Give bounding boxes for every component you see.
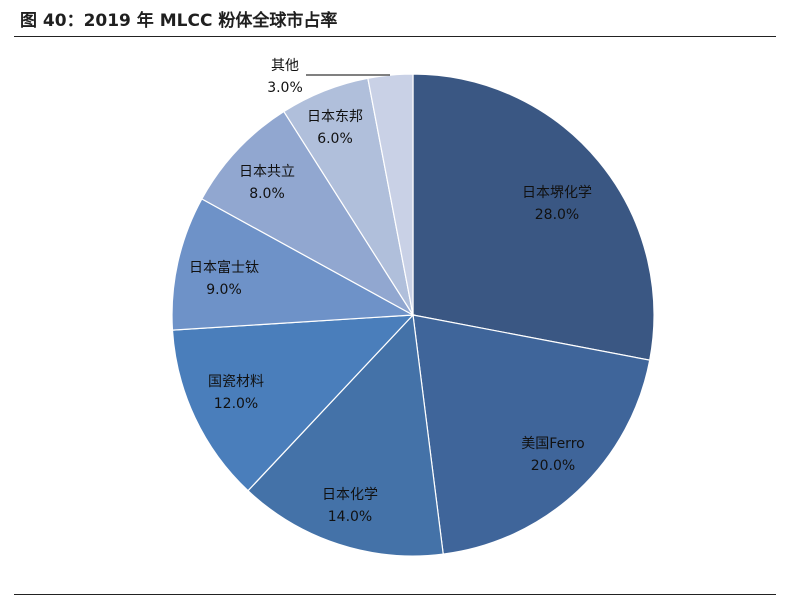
slice-name-label-2: 美国Ferro	[521, 436, 584, 452]
slice-name-label-1: 日本堺化学	[522, 185, 592, 201]
slice-value-label-5: 9.0%	[206, 282, 242, 298]
pie-slice-6	[200, 110, 414, 316]
pie-slices	[171, 73, 655, 557]
slice-value-label-6: 8.0%	[249, 186, 285, 202]
pie-slice-4	[171, 314, 415, 492]
slice-value-label-4: 12.0%	[214, 396, 258, 412]
slice-name-label-6: 日本共立	[239, 164, 295, 180]
pie-slice-1	[412, 73, 655, 361]
pie-slice-3	[247, 313, 444, 557]
slice-name-label-8: 其他	[271, 58, 299, 74]
slice-value-label-7: 6.0%	[317, 131, 353, 147]
top-rule	[14, 36, 776, 37]
pie-slice-2	[412, 314, 651, 555]
slice-name-label-5: 日本富士钛	[189, 259, 259, 276]
pie-slice-8	[367, 73, 414, 316]
pie-labels: 日本堺化学 28.0% 美国Ferro 20.0% 日本化学 14.0% 国瓷材料 12.0%…	[189, 58, 592, 525]
pie-slice-5	[171, 198, 416, 331]
slice-name-label-4: 国瓷材料	[208, 374, 264, 390]
slice-value-label-3: 14.0%	[328, 509, 372, 525]
slice-name-label-7: 日本东邦	[307, 109, 363, 125]
slice-value-label-2: 20.0%	[531, 458, 575, 474]
slice-value-label-1: 28.0%	[535, 207, 579, 223]
slice-name-label-3: 日本化学	[322, 487, 378, 503]
bottom-rule	[14, 594, 776, 595]
figure-title: 图 40：2019 年 MLCC 粉体全球市占率	[20, 11, 338, 31]
slice-value-label-8: 3.0%	[267, 80, 303, 96]
